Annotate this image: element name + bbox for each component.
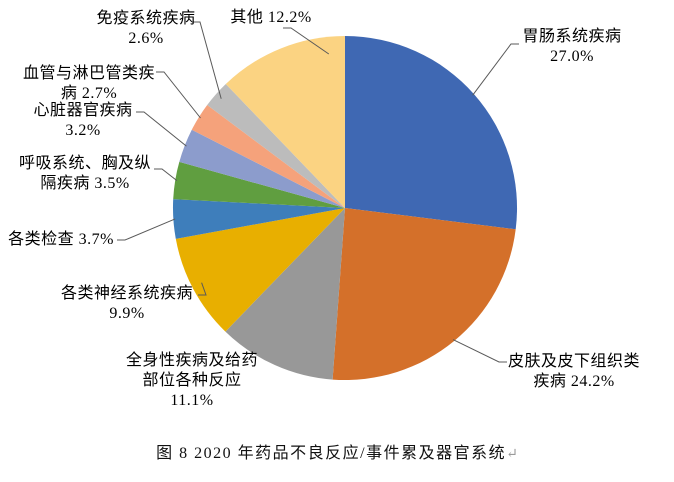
pie-label-1: 皮肤及皮下组织类 疾病 24.2% [508,352,640,392]
pie-slice-0 [345,35,518,230]
pie-label-line: 隔疾病 3.5% [40,175,130,192]
pie-label-2: 全身性疾病及给药 部位各种反应 11.1% [126,351,258,411]
pie-label-line: 全身性疾病及给药 [125,352,259,369]
pie-label-line: 2.6% [128,30,164,47]
pie-slice-5 [173,161,345,208]
leader-line-8 [192,21,222,99]
pie-label-line: 呼吸系统、胸及纵 [18,155,152,172]
pie-slice-7 [191,105,345,208]
pie-label-line: 免疫系统疾病 [96,10,196,27]
pie-slice-9 [225,36,345,208]
pie-label-4: 各类检查 3.7% [8,230,114,250]
pie-label-line: 皮肤及皮下组织类 [507,353,641,370]
leader-line-1 [452,339,507,363]
figure-caption-text: 图 8 2020 年药品不良反应/事件累及器官系统 [156,445,507,462]
pie-label-line: 各类检查 3.7% [8,231,114,248]
pie-slice-8 [207,84,345,208]
pie-label-line: 各类神经系统疾病 [60,285,194,302]
leader-line-7 [156,71,201,119]
pie-label-6: 心脏器官疾病 3.2% [33,101,132,141]
pie-slice-2 [225,208,345,380]
leader-line-4 [117,218,176,241]
pie-slice-4 [172,199,345,239]
pie-label-line: 27.0% [550,48,594,65]
pie-label-line: 3.2% [65,122,101,139]
leader-line-9 [283,27,330,55]
pie-label-9: 其他 12.2% [230,8,311,28]
pie-slice-6 [179,129,345,208]
pie-label-line: 心脏器官疾病 [33,102,133,119]
pie-label-3: 各类神经系统疾病 9.9% [61,284,193,324]
leader-line-5 [154,168,178,181]
pie-label-line: 病 2.7% [60,85,118,102]
pie-label-line: 11.1% [170,392,214,409]
pie-slice-3 [175,208,345,332]
pie-label-5: 呼吸系统、胸及纵 隔疾病 3.5% [19,154,151,194]
pie-label-line: 疾病 24.2% [533,373,615,390]
pie-label-line: 部位各种反应 [142,372,242,389]
pie-label-line: 胃肠系统疾病 [522,28,622,45]
leader-line-6 [136,111,187,147]
pie-label-line: 9.9% [109,305,145,322]
pie-slice-1 [332,208,516,381]
pie-label-line: 血管与淋巴管类疾 [22,65,156,82]
pie-label-8: 免疫系统疾病 2.6% [96,9,195,49]
leader-line-3 [198,282,207,296]
figure-caption: 图 8 2020 年药品不良反应/事件累及器官系统↵ [0,439,674,463]
pie-label-line: 其他 12.2% [230,9,312,26]
paragraph-return-mark: ↵ [506,447,518,462]
pie-label-0: 胃肠系统疾病 27.0% [522,27,621,67]
leader-line-0 [472,43,519,96]
pie-label-7: 血管与淋巴管类疾病 2.7% [23,64,155,104]
